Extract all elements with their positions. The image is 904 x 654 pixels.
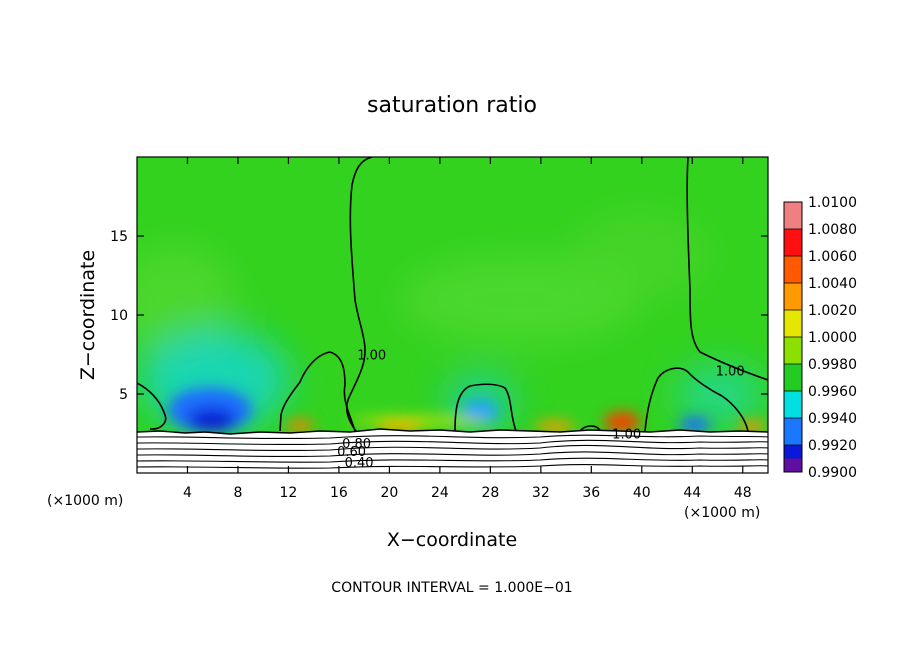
contour-label: 0.80 bbox=[342, 437, 371, 452]
contour-interval-footer: CONTOUR INTERVAL = 1.000E−01 bbox=[331, 580, 572, 596]
colorbar-swatch-bottom bbox=[784, 458, 802, 472]
contour-plume-14 bbox=[279, 351, 356, 432]
dry-core-left-deep bbox=[188, 408, 236, 432]
isoline-surface bbox=[137, 428, 768, 435]
colorbar-swatch bbox=[784, 256, 802, 283]
contour-central-column bbox=[345, 157, 373, 432]
x-tick-label: 48 bbox=[734, 485, 752, 501]
y-tick-label: 5 bbox=[119, 387, 128, 403]
shade-upper-right bbox=[570, 210, 710, 300]
contour-surface-small bbox=[579, 425, 601, 432]
dry-spot-right bbox=[679, 417, 711, 433]
colorbar-label: 1.0100 bbox=[808, 195, 857, 211]
contour-labels: 1.00 1.00 1.00 0.800.600.40 bbox=[337, 349, 745, 471]
x-tick-label: 12 bbox=[280, 485, 298, 501]
y-tick-label: 15 bbox=[110, 229, 128, 245]
x-tick-label: 24 bbox=[431, 485, 449, 501]
isoline-a bbox=[137, 434, 768, 440]
contour-label: 1.00 bbox=[716, 364, 745, 379]
x-tick-label: 28 bbox=[481, 485, 499, 501]
isoline-e bbox=[137, 457, 768, 463]
x-tick-label: 36 bbox=[582, 485, 600, 501]
colorbar-label: 1.0000 bbox=[808, 330, 857, 346]
colorbar-label: 0.9960 bbox=[808, 384, 857, 400]
moist-spot-38 bbox=[604, 412, 640, 432]
x-axis-unit-left: (×1000 m) bbox=[47, 493, 123, 509]
x-tick-label: 20 bbox=[380, 485, 398, 501]
colorbar-label: 0.9900 bbox=[808, 465, 857, 481]
colorbar-swatch bbox=[784, 283, 802, 310]
colorbar-swatch bbox=[784, 364, 802, 391]
contour-plume-27 bbox=[454, 383, 517, 432]
colorbar-swatch bbox=[784, 202, 802, 229]
x-tick-label: 32 bbox=[532, 485, 550, 501]
contour-right-column bbox=[686, 157, 768, 381]
chart-title: saturation ratio bbox=[367, 93, 537, 118]
x-axis-label: X−coordinate bbox=[387, 529, 517, 551]
colorbar-label: 1.0080 bbox=[808, 222, 857, 238]
colorbar-label: 1.0060 bbox=[808, 249, 857, 265]
colorbar-label: 0.9940 bbox=[808, 411, 857, 427]
isoline-f bbox=[137, 464, 768, 469]
colorbar-swatch bbox=[784, 229, 802, 256]
field-shading bbox=[137, 210, 765, 430]
isoline-c bbox=[137, 444, 768, 452]
colorbar-label: 1.0020 bbox=[808, 303, 857, 319]
dry-layer-isolines bbox=[137, 428, 768, 469]
contour-left-plume bbox=[137, 382, 167, 430]
y-axis-ticks: 5 10 15 bbox=[110, 229, 768, 403]
colorbar-swatch bbox=[784, 391, 802, 418]
x-axis-ticks: 4 8 12 16 20 24 28 32 36 40 44 48 bbox=[183, 157, 752, 501]
moist-spot-14 bbox=[286, 420, 314, 432]
contour-label: 0.60 bbox=[337, 445, 366, 460]
x-tick-label: 44 bbox=[683, 485, 701, 501]
colorbar: 1.0100 1.0080 1.0060 1.0040 1.0020 1.0000 0.99… bbox=[783, 195, 857, 481]
isoline-b bbox=[137, 439, 768, 446]
x-tick-label: 8 bbox=[233, 485, 242, 501]
colorbar-swatch bbox=[784, 310, 802, 337]
colorbar-label: 0.9980 bbox=[808, 357, 857, 373]
yellow-band bbox=[350, 416, 490, 426]
contour-label: 0.40 bbox=[345, 456, 374, 471]
contour-plume-42 bbox=[644, 367, 749, 432]
x-tick-label: 4 bbox=[183, 485, 192, 501]
plot-area: 1.00 1.00 1.00 0.800.600.40 bbox=[137, 157, 768, 473]
x-axis-unit-right: (×1000 m) bbox=[684, 505, 760, 521]
colorbar-label: 1.0040 bbox=[808, 276, 857, 292]
colorbar-swatch bbox=[784, 337, 802, 364]
contour-label: 1.00 bbox=[357, 349, 386, 364]
y-tick-label: 10 bbox=[110, 308, 128, 324]
x-tick-label: 16 bbox=[330, 485, 348, 501]
colorbar-swatch bbox=[784, 418, 802, 445]
y-axis-label: Z−coordinate bbox=[77, 250, 99, 380]
x-tick-label: 40 bbox=[633, 485, 651, 501]
moist-spot-33 bbox=[535, 421, 575, 433]
saturation-contours bbox=[137, 157, 768, 432]
contour-label: 1.00 bbox=[612, 428, 641, 443]
isoline-d bbox=[137, 451, 768, 458]
shade-left-moist bbox=[137, 245, 235, 355]
colorbar-label: 0.9920 bbox=[808, 438, 857, 454]
